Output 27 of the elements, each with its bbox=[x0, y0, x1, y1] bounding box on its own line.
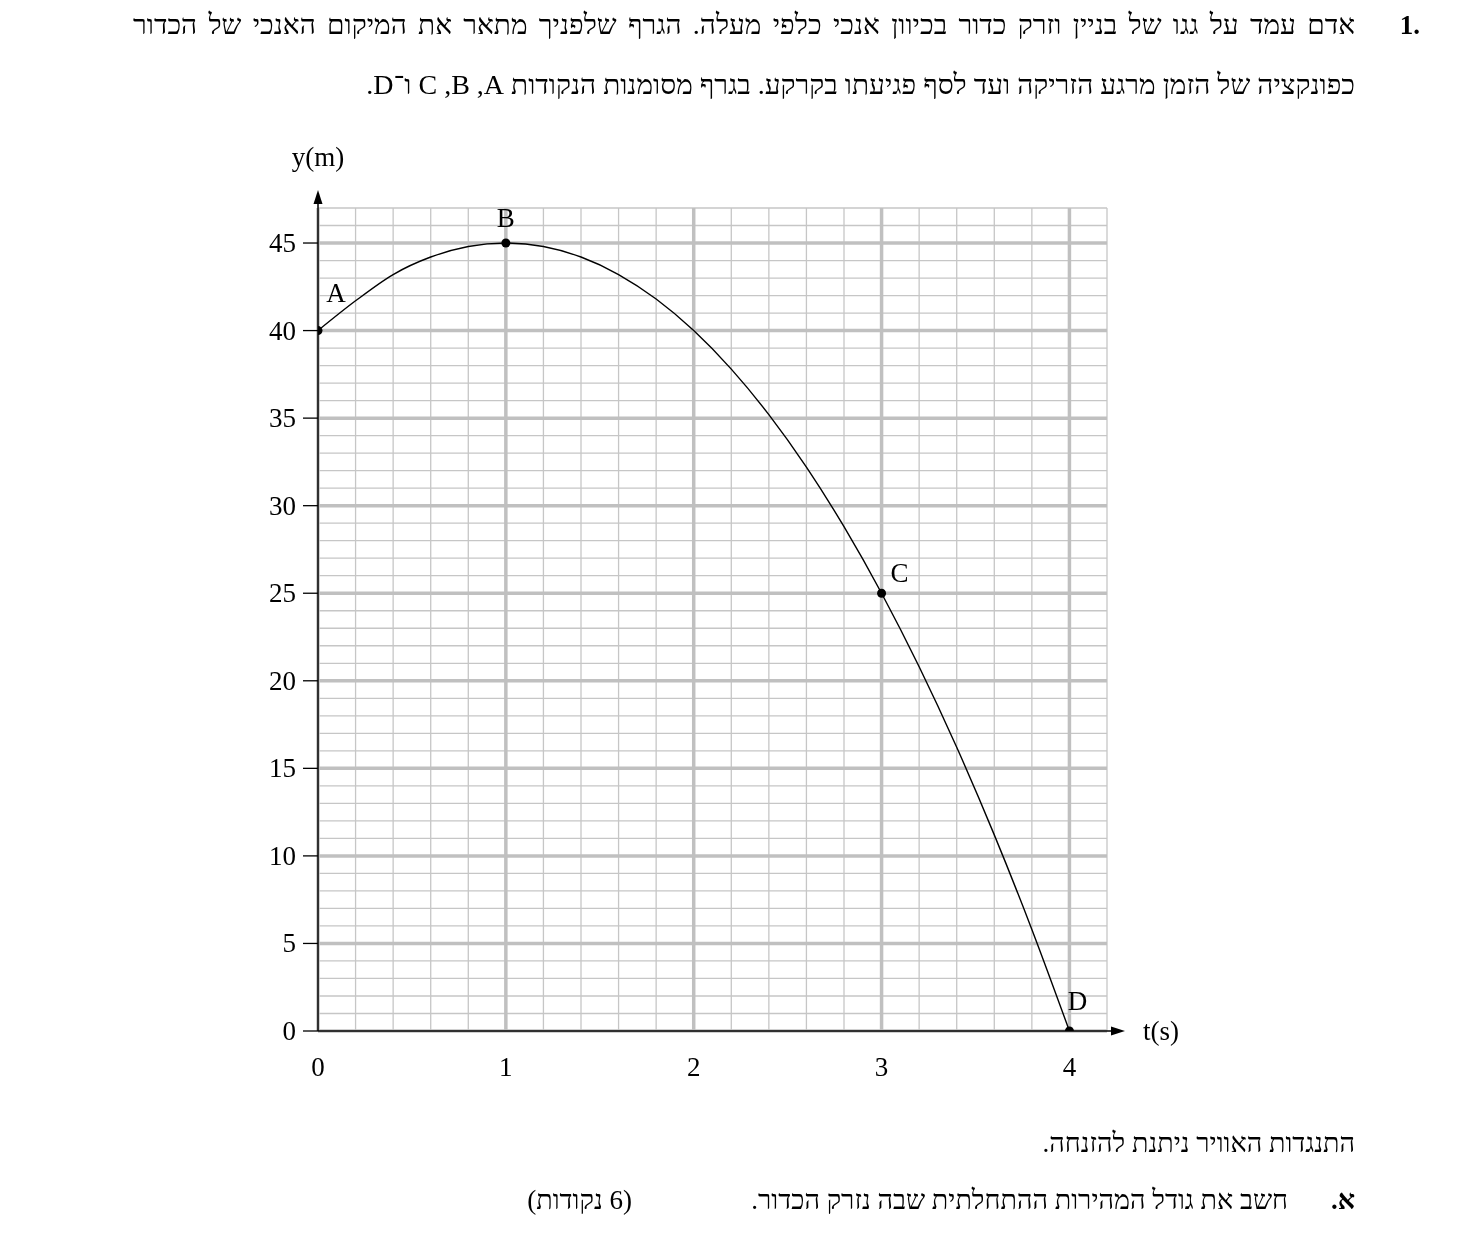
annotation: C bbox=[890, 558, 909, 589]
y-tick-label: 35 bbox=[269, 403, 296, 434]
y-tick-label: 0 bbox=[282, 1016, 296, 1046]
x-tick-label: 3 bbox=[874, 1052, 889, 1082]
annotation: B bbox=[496, 203, 515, 234]
text: התנגדות האוויר ניתנת להזנחה. bbox=[1042, 1127, 1355, 1160]
y-tick-label: 30 bbox=[269, 490, 296, 521]
text: (6 נקודות) bbox=[527, 1184, 632, 1217]
x-tick-label: 0 bbox=[311, 1052, 325, 1082]
y-axis-title: y(m) bbox=[291, 142, 345, 172]
annotation: A bbox=[326, 277, 347, 308]
y-tick-label: 40 bbox=[269, 315, 296, 346]
y-tick-label: 15 bbox=[269, 753, 296, 784]
y-tick-label: 25 bbox=[269, 578, 296, 609]
chart-title: אדם עמד על גגו של בניין וזרק כדור בכיוון אנכי כלפי מעלה. הגרף שלפניך מתאר את המיקום האנכי של הכדור כפונקציה של הזמן מרגע הזריקה ועד לסף פגיעתו בקרקע. בגרף מסומנות הנקודות A, B, C ו־D. bbox=[133, 8, 1355, 102]
x-tick-label: 1 bbox=[499, 1052, 513, 1082]
y-tick-label: 20 bbox=[269, 665, 296, 696]
y-tick-label: 5 bbox=[282, 928, 296, 959]
text: 1. bbox=[1399, 9, 1420, 42]
x-axis-title: t(s) bbox=[1143, 1016, 1179, 1046]
x-tick-label: 2 bbox=[686, 1052, 701, 1082]
text: א. bbox=[1330, 1184, 1355, 1217]
x-tick-label: 4 bbox=[1062, 1052, 1077, 1082]
annotation: D bbox=[1067, 986, 1088, 1016]
text: חשב את גודל המהירות ההתחלתית שבה נזרק הכדור. bbox=[751, 1184, 1288, 1217]
y-tick-label: 45 bbox=[269, 228, 296, 259]
y-tick-label: 10 bbox=[269, 840, 296, 871]
